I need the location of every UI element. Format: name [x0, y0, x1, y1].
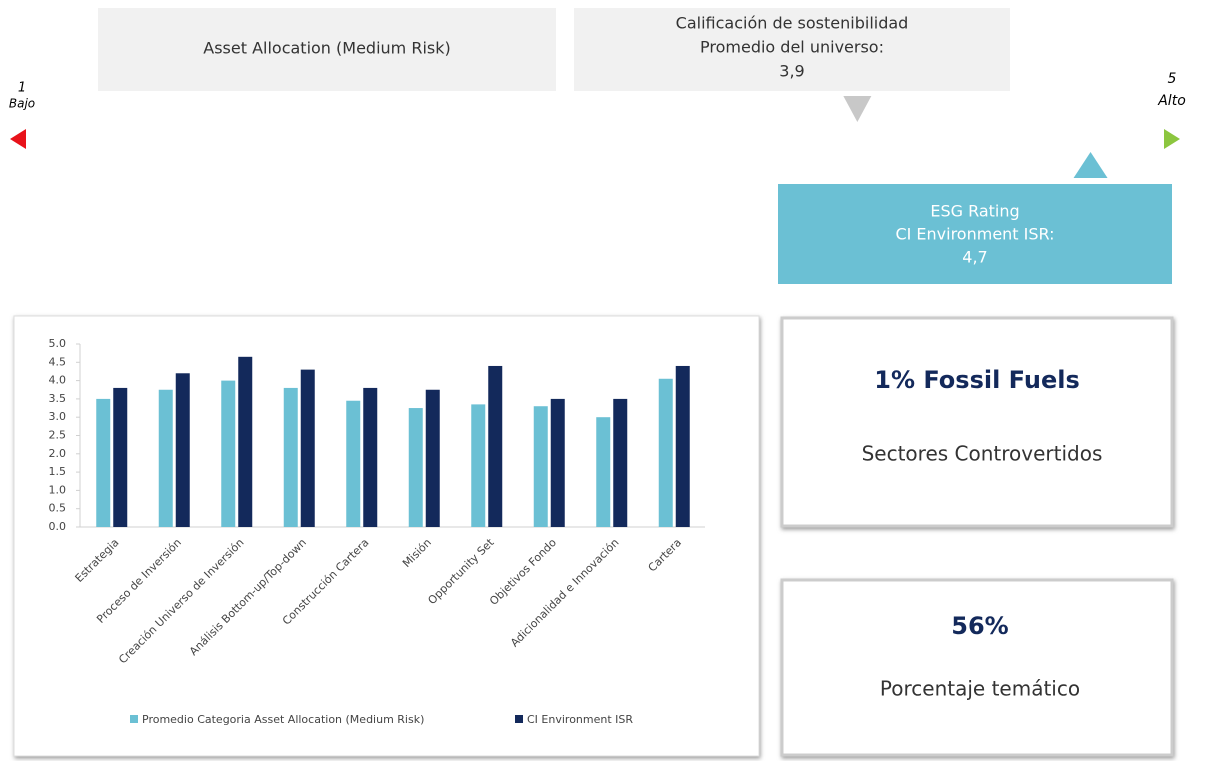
fund-title: ESG Rating	[930, 202, 1019, 221]
bar	[550, 398, 565, 527]
fund-subtitle: CI Environment ISR:	[895, 225, 1054, 244]
y-tick-label: 0.0	[49, 520, 67, 533]
legend-swatch	[130, 715, 138, 723]
y-tick-label: 1.0	[49, 483, 67, 496]
bar	[113, 387, 128, 527]
bar	[658, 378, 673, 527]
bar	[158, 389, 173, 527]
y-tick-label: 3.0	[49, 410, 67, 423]
y-tick-label: 4.0	[49, 374, 67, 387]
universe-box	[574, 8, 1010, 91]
arrow-right	[1164, 129, 1180, 149]
y-tick-label: 2.0	[49, 447, 67, 460]
bar	[238, 356, 253, 527]
bar	[300, 369, 315, 527]
universe-value: 3,9	[779, 62, 804, 81]
category-text: Asset Allocation (Medium Risk)	[203, 39, 451, 58]
y-tick-label: 5.0	[49, 337, 67, 350]
card	[780, 578, 1174, 757]
bar	[488, 365, 503, 527]
fund-value: 4,7	[962, 248, 987, 267]
y-tick-label: 1.5	[49, 465, 67, 478]
category-box	[98, 8, 556, 91]
legend-swatch	[515, 715, 523, 723]
bar	[675, 365, 690, 527]
bar	[533, 406, 548, 527]
scale-min-label: Bajo	[9, 97, 35, 111]
fund-marker	[1073, 152, 1108, 178]
bar	[613, 398, 628, 527]
card-headline: 56%	[951, 612, 1008, 640]
fund-box	[778, 184, 1172, 284]
legend-label: Promedio Categoria Asset Allocation (Med…	[142, 713, 424, 726]
y-tick-label: 4.5	[49, 355, 67, 368]
card-headline: 1% Fossil Fuels	[874, 366, 1079, 394]
bar	[283, 387, 298, 527]
bar	[96, 398, 111, 527]
universe-title: Calificación de sostenibilidad	[676, 14, 909, 33]
y-tick-label: 2.5	[49, 429, 67, 442]
legend-label: CI Environment ISR	[527, 713, 633, 726]
scale-max-label: Alto	[1157, 93, 1186, 109]
card-caption: Porcentaje temático	[880, 677, 1080, 701]
bar	[471, 404, 486, 527]
bar	[596, 417, 611, 527]
bar	[346, 400, 361, 527]
bar	[425, 389, 440, 527]
bar	[408, 408, 423, 527]
universe-subtitle: Promedio del universo:	[700, 38, 884, 57]
scale-min: 1	[18, 81, 26, 96]
y-tick-label: 3.5	[49, 392, 67, 405]
y-tick-label: 0.5	[49, 502, 67, 515]
scale-max: 5	[1168, 71, 1177, 87]
arrow-left	[10, 129, 26, 149]
bar	[363, 387, 378, 527]
bar	[221, 380, 236, 527]
bar	[175, 373, 190, 527]
universe-marker	[843, 96, 872, 122]
card-caption: Sectores Controvertidos	[862, 442, 1103, 466]
card	[780, 316, 1174, 528]
chart-panel	[13, 315, 760, 757]
